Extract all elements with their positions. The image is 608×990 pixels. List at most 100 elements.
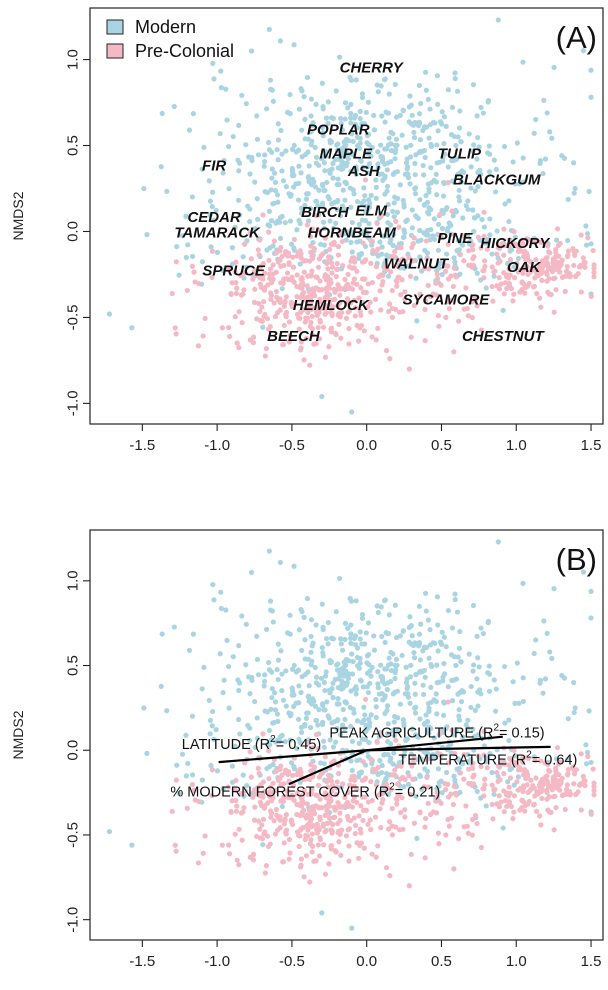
- modern-point: [390, 651, 396, 657]
- modern-point: [588, 615, 594, 621]
- modern-point: [308, 633, 314, 640]
- precolonial-point: [317, 836, 323, 843]
- precolonial-point: [238, 810, 245, 816]
- precolonial-point: [482, 782, 488, 788]
- modern-point: [268, 706, 274, 712]
- modern-point: [141, 185, 147, 192]
- modern-point: [235, 197, 242, 203]
- precolonial-point: [410, 258, 416, 264]
- precolonial-point: [291, 279, 297, 285]
- modern-point: [277, 733, 284, 740]
- modern-point: [186, 127, 193, 133]
- modern-point: [363, 209, 369, 216]
- modern-point: [586, 188, 592, 195]
- modern-point: [478, 104, 484, 111]
- modern-point: [375, 669, 381, 675]
- precolonial-point: [296, 284, 302, 290]
- modern-point: [385, 110, 392, 116]
- modern-point: [352, 121, 359, 127]
- precolonial-point: [469, 315, 475, 321]
- precolonial-point: [591, 792, 597, 798]
- modern-point: [248, 569, 255, 575]
- precolonial-point: [301, 874, 307, 880]
- modern-point: [367, 719, 373, 726]
- modern-point: [433, 179, 439, 185]
- modern-point: [271, 690, 278, 696]
- modern-point: [571, 679, 577, 686]
- precolonial-point: [288, 817, 294, 823]
- modern-point: [520, 179, 527, 185]
- precolonial-point: [260, 816, 267, 823]
- precolonial-point: [554, 266, 560, 273]
- precolonial-point: [578, 232, 584, 238]
- modern-point: [305, 174, 311, 181]
- modern-point: [454, 248, 460, 254]
- precolonial-point: [308, 824, 314, 830]
- precolonial-point: [259, 822, 265, 828]
- precolonial-point: [320, 305, 326, 312]
- modern-point: [319, 80, 325, 86]
- precolonial-point: [422, 815, 429, 822]
- precolonial-point: [311, 246, 317, 252]
- modern-point: [386, 655, 392, 661]
- precolonial-point: [265, 843, 272, 850]
- modern-point: [338, 641, 344, 647]
- env-vectors: LATITUDE (R2= 0.45)PEAK AGRICULTURE (R2=…: [170, 722, 577, 800]
- precolonial-point: [343, 833, 350, 839]
- modern-point: [321, 761, 327, 767]
- modern-point: [384, 211, 391, 218]
- modern-point: [302, 637, 308, 643]
- modern-point: [403, 664, 409, 670]
- modern-point: [338, 166, 345, 172]
- modern-point: [422, 590, 429, 596]
- precolonial-point: [372, 296, 379, 302]
- precolonial-point: [484, 765, 490, 771]
- precolonial-point: [330, 814, 336, 821]
- modern-point: [343, 142, 349, 148]
- modern-point: [277, 38, 283, 44]
- precolonial-point: [363, 775, 369, 781]
- precolonial-point: [508, 803, 514, 810]
- precolonial-point: [273, 269, 279, 275]
- modern-point: [304, 710, 310, 716]
- modern-point: [434, 711, 440, 717]
- modern-point: [399, 652, 405, 659]
- precolonial-point: [475, 753, 481, 759]
- modern-point: [275, 137, 282, 143]
- precolonial-point: [503, 792, 510, 798]
- precolonial-point: [310, 289, 317, 295]
- modern-point: [321, 679, 328, 686]
- precolonial-point: [475, 234, 481, 240]
- modern-point: [293, 181, 299, 187]
- precolonial-point: [433, 798, 439, 804]
- precolonial-point: [340, 263, 346, 269]
- modern-point: [295, 197, 302, 203]
- modern-point: [381, 77, 388, 83]
- modern-point: [542, 156, 549, 162]
- modern-point: [289, 692, 295, 698]
- modern-point: [407, 181, 413, 187]
- modern-point: [512, 753, 519, 759]
- precolonial-point: [428, 811, 434, 818]
- precolonial-point: [575, 789, 581, 795]
- precolonial-point: [461, 233, 467, 239]
- modern-point: [423, 712, 429, 718]
- precolonial-point: [478, 844, 484, 851]
- modern-point: [199, 259, 206, 265]
- precolonial-point: [322, 235, 328, 241]
- precolonial-point: [445, 760, 451, 766]
- modern-point: [240, 254, 246, 260]
- modern-point: [357, 677, 364, 683]
- modern-point: [435, 648, 441, 654]
- modern-point: [337, 732, 344, 738]
- modern-point: [266, 26, 272, 32]
- modern-point: [277, 559, 283, 566]
- modern-point: [438, 641, 445, 647]
- modern-point: [405, 263, 412, 269]
- modern-point: [308, 113, 314, 119]
- modern-point: [387, 758, 393, 764]
- modern-point: [106, 828, 113, 835]
- modern-point: [357, 108, 363, 114]
- modern-point: [313, 717, 320, 724]
- precolonial-point: [389, 805, 395, 812]
